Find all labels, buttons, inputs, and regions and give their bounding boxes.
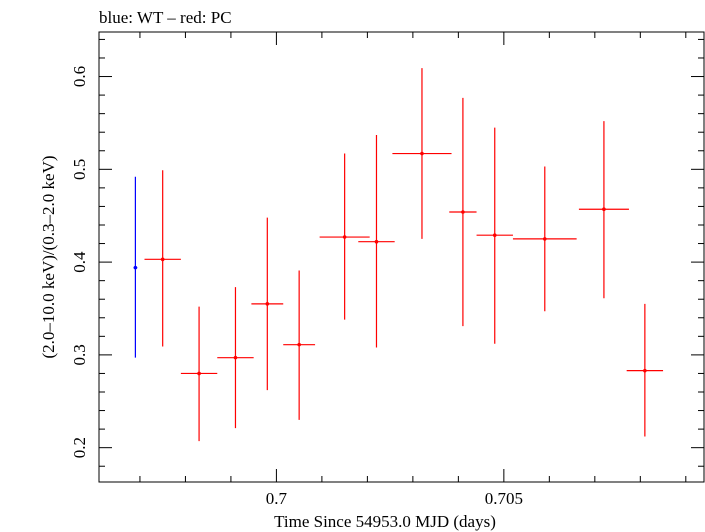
point-marker bbox=[461, 210, 465, 214]
x-tick-label: 0.7 bbox=[266, 489, 288, 508]
point-marker bbox=[197, 371, 201, 376]
y-tick-label: 0.3 bbox=[70, 344, 89, 365]
data-point bbox=[578, 121, 629, 299]
point-marker bbox=[374, 239, 379, 244]
y-tick-label: 0.4 bbox=[70, 251, 89, 273]
data-point bbox=[283, 270, 316, 420]
data-point bbox=[392, 68, 452, 239]
data-point bbox=[144, 170, 181, 347]
y-tick-label: 0.6 bbox=[70, 66, 89, 87]
data-point bbox=[180, 306, 218, 442]
series-1 bbox=[144, 68, 664, 442]
data-series bbox=[133, 68, 664, 442]
point-marker bbox=[342, 235, 347, 239]
point-marker bbox=[492, 233, 497, 237]
plot-frame bbox=[98, 31, 705, 483]
y-axis-label: (2.0–10.0 keV)/(0.3–2.0 keV) bbox=[39, 155, 58, 358]
point-marker bbox=[160, 257, 165, 262]
data-point bbox=[449, 97, 477, 327]
data-point bbox=[217, 287, 254, 429]
data-point bbox=[133, 176, 138, 358]
y-axis: 0.2 0.3 0.4 0.5 0.6 bbox=[70, 38, 704, 467]
x-axis: 0.7 0.705 bbox=[139, 32, 687, 508]
point-marker bbox=[602, 207, 606, 212]
data-point bbox=[251, 217, 284, 391]
data-point bbox=[476, 127, 513, 344]
x-axis-label: Time Since 54953.0 MJD (days) bbox=[274, 512, 496, 531]
point-marker bbox=[233, 355, 238, 360]
point-marker bbox=[420, 151, 424, 156]
point-marker bbox=[297, 342, 301, 347]
y-tick-label: 0.5 bbox=[70, 159, 89, 180]
chart-title: blue: WT – red: PC bbox=[99, 8, 232, 27]
series-0 bbox=[133, 176, 138, 358]
data-point bbox=[358, 134, 395, 348]
point-marker bbox=[265, 302, 270, 306]
y-tick-label: 0.2 bbox=[70, 437, 89, 458]
point-marker bbox=[133, 265, 138, 270]
point-marker bbox=[643, 368, 647, 373]
point-marker bbox=[542, 237, 547, 241]
data-point bbox=[626, 303, 664, 437]
data-point bbox=[319, 153, 370, 320]
x-tick-label: 0.705 bbox=[485, 489, 523, 508]
data-point bbox=[512, 166, 577, 312]
